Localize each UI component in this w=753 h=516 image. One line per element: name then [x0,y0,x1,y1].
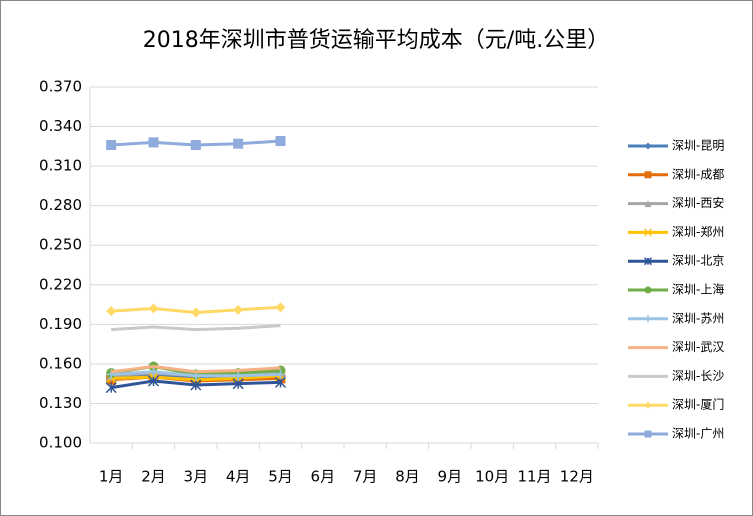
y-tick-label: 0.130 [39,394,82,412]
legend-label: 深圳-武汉 [672,340,724,354]
y-tick-label: 0.160 [39,354,82,372]
marker [275,302,286,313]
legend-label: 深圳-广州 [672,427,724,441]
x-tick-label: 1月 [99,468,124,486]
marker [106,306,117,317]
marker [643,257,653,266]
marker [190,307,201,318]
x-tick-label: 6月 [311,468,336,486]
y-tick-label: 0.190 [39,315,82,333]
marker [190,379,202,391]
marker [644,171,652,179]
marker [644,286,652,294]
marker [644,142,652,150]
marker [148,137,159,148]
y-tick-label: 0.100 [39,434,82,452]
legend-label: 深圳-郑州 [672,224,724,239]
legend-label: 深圳-苏州 [672,311,724,325]
x-tick-label: 4月 [226,468,251,486]
x-tick-label: 11月 [517,468,551,486]
marker [147,375,160,387]
marker [148,366,159,377]
legend-label: 深圳-长沙 [672,369,724,383]
x-tick-label: 10月 [475,468,509,486]
marker [233,304,244,315]
y-tick-label: 0.340 [39,117,82,135]
y-tick-label: 0.250 [39,236,82,254]
marker [644,200,652,208]
marker [644,401,652,409]
x-tick-label: 5月 [268,468,293,486]
x-tick-label: 7月 [353,468,378,486]
marker [233,370,244,381]
legend-label: 深圳-西安 [672,195,724,210]
series-line [111,324,281,332]
marker [275,136,286,147]
marker [643,228,653,237]
series-line [110,365,281,374]
legend-label: 深圳-北京 [672,254,724,268]
y-tick-label: 0.310 [39,157,82,175]
x-tick-label: 2月 [141,468,166,486]
x-tick-label: 12月 [560,468,594,486]
x-tick-label: 3月 [184,468,209,486]
marker [644,315,652,323]
marker [233,138,244,149]
marker [190,140,201,151]
marker [644,430,652,438]
y-tick-label: 0.280 [39,196,82,214]
marker [148,303,159,314]
y-tick-label: 0.220 [39,275,82,293]
legend-label: 深圳-厦门 [672,397,724,412]
marker [106,140,117,151]
marker [105,382,117,394]
legend-label: 深圳-成都 [672,167,724,181]
x-tick-label: 8月 [395,468,420,486]
x-tick-label: 9月 [438,468,463,486]
marker [275,369,286,380]
y-tick-label: 0.370 [39,78,82,96]
legend-label: 深圳-昆明 [672,139,724,153]
chart-title: 2018年深圳市普货运输平均成本（元/吨.公里） [143,28,609,53]
legend-label: 深圳-上海 [672,282,724,297]
